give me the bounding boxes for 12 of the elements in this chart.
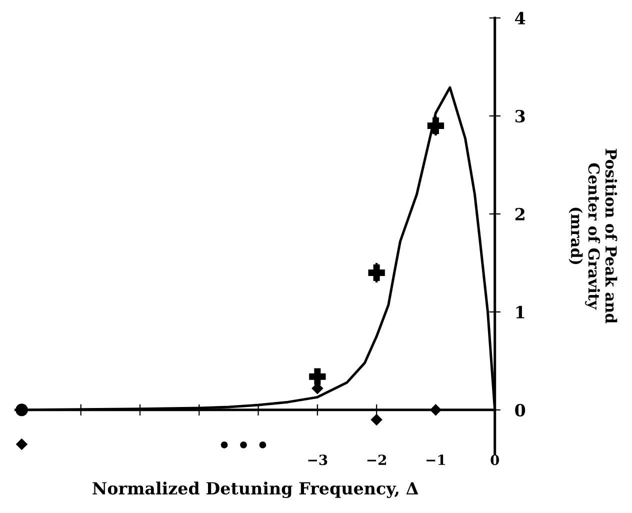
x-axis-title: Normalized Detuning Frequency, Δ [92, 482, 418, 498]
y-tick-label: 0 [515, 404, 526, 416]
y-tick-label: 1 [516, 306, 524, 318]
x-tick-label: −3 [308, 454, 328, 466]
y-tick-label: 4 [514, 12, 526, 24]
x-tick-label: 0 [490, 454, 500, 466]
x-tick-label: −2 [367, 454, 386, 465]
y-tick-label: 2 [515, 208, 524, 220]
x-tick-label: −1 [426, 454, 445, 465]
y-axis-title: Position of Peak and Center of Gravity (mrad) [568, 148, 618, 324]
y-tick-label: 3 [515, 110, 525, 123]
annotation: • • • [220, 441, 266, 448]
